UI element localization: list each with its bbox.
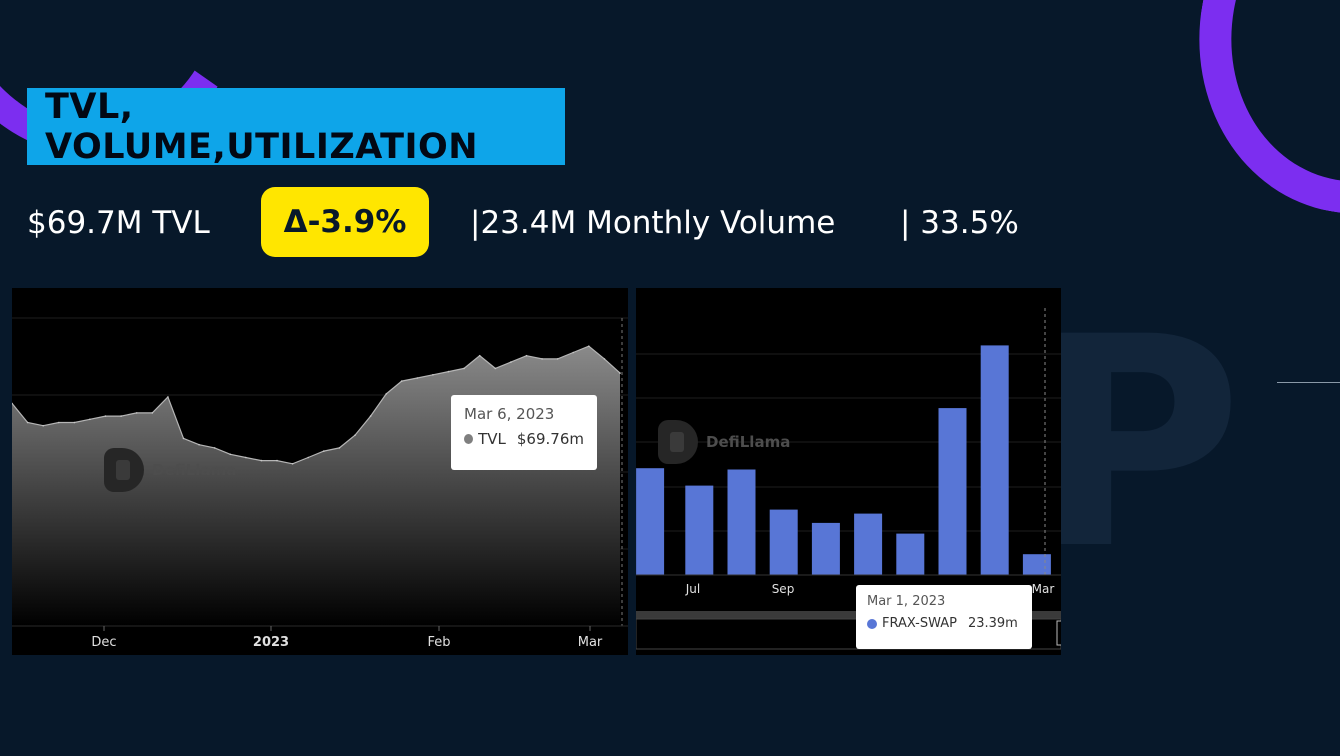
tvl-point [494, 367, 497, 370]
tvl-point [463, 367, 465, 370]
tvl-point [245, 456, 247, 459]
background-logo-letter: P [1030, 276, 1243, 613]
volume-bar [685, 485, 714, 575]
volume-tooltip: Mar 1, 2023 FRAX-SWAP 23.39m [856, 585, 1032, 649]
tvl-point [510, 361, 512, 363]
tvl-point [42, 424, 44, 427]
tvl-point [104, 415, 107, 417]
volume-bar [769, 509, 798, 575]
page-title: TVL, VOLUME,UTILIZATION [45, 86, 479, 167]
tvl-point [120, 415, 122, 417]
tooltip-series: FRAX-SWAP [882, 616, 957, 631]
tvl-point [291, 463, 294, 465]
volume-bar [636, 468, 665, 575]
tvl-point [447, 370, 450, 373]
tvl-point [198, 443, 200, 446]
tvl-point [167, 396, 169, 398]
tvl-point [619, 372, 621, 374]
tvl-point [400, 380, 403, 382]
defillama-watermark: DefiLlama [658, 420, 790, 464]
x-tick-label: Mar [578, 635, 603, 650]
tooltip-value: $69.76m [516, 430, 584, 448]
tvl-change-badge: Δ-3.9% [261, 187, 429, 257]
tooltip-date: Mar 1, 2023 [867, 594, 946, 609]
volume-bar [980, 345, 1009, 575]
x-tick-label: Jul [685, 582, 700, 596]
tvl-point [338, 447, 341, 449]
tvl-point [73, 421, 76, 424]
volume-bar [1022, 554, 1051, 575]
x-tick-label: 2023 [253, 635, 289, 650]
tvl-point [369, 415, 372, 417]
tvl-point [572, 351, 574, 354]
tvl-point [354, 434, 356, 436]
tvl-point [58, 421, 60, 424]
tvl-tooltip: Mar 6, 2023 TVL $69.76m [451, 395, 597, 470]
tvl-point [603, 358, 606, 360]
x-tick-label: Mar [1032, 582, 1055, 596]
tvl-point [260, 459, 263, 462]
tvl-point [182, 437, 185, 440]
tvl-point [385, 393, 388, 395]
decorative-line [1277, 382, 1340, 383]
frax-swap-legend-dot-icon [867, 618, 877, 629]
tvl-point [307, 456, 310, 459]
x-tick-label: Feb [427, 635, 450, 650]
volume-bar [896, 533, 925, 575]
tvl-point [89, 418, 91, 421]
tvl-point [323, 450, 325, 452]
tvl-point [416, 377, 419, 379]
tvl-point [213, 447, 216, 449]
utilization-stat: | 33.5% [900, 205, 1019, 241]
tooltip-date: Mar 6, 2023 [464, 405, 555, 423]
tvl-point [525, 354, 528, 357]
tooltip-value: 23.39m [967, 616, 1018, 631]
tvl-legend-dot-icon [464, 434, 474, 444]
volume-bar [938, 408, 967, 575]
tvl-point [151, 412, 154, 414]
watermark-text: DefiLlama [706, 433, 791, 451]
volume-bar [854, 513, 883, 575]
zoom-slider-track [636, 611, 1061, 619]
tvl-change-value: Δ-3.9% [283, 204, 407, 240]
monthly-volume-stat: |23.4M Monthly Volume [470, 205, 836, 241]
tvl-point [588, 345, 590, 347]
tvl-point [432, 374, 434, 376]
tvl-line [12, 345, 621, 465]
tvl-point [541, 358, 543, 360]
volume-chart-panel: Jul Sep Mar DefiLlama Mar 1, 2023 FRAX-SWA… [636, 288, 1061, 655]
x-tick-label: Sep [772, 582, 795, 596]
defillama-logo-icon [104, 448, 144, 492]
defillama-watermark: DefiLlama [104, 448, 236, 492]
title-banner: TVL, VOLUME,UTILIZATION [27, 86, 565, 167]
tooltip-series: TVL [478, 430, 506, 448]
decorative-arc-right [1170, 0, 1340, 240]
tvl-point [135, 412, 138, 414]
zoom-slider-handle [1056, 620, 1061, 646]
volume-bar [811, 522, 840, 575]
tvl-point [26, 421, 29, 424]
tvl-point [276, 459, 278, 462]
tvl-point [556, 358, 559, 360]
watermark-text: DefiLlama [152, 461, 237, 479]
tvl-point [12, 402, 13, 405]
volume-bar [727, 469, 756, 575]
tvl-stat: $69.7M TVL [27, 205, 210, 241]
tvl-chart-panel: Dec 2023 Feb Mar DefiLlama Mar 6, 2023 TVL … [12, 288, 628, 655]
defillama-logo-icon [658, 420, 698, 464]
tvl-point [229, 453, 232, 456]
tvl-point [478, 354, 481, 357]
x-tick-label: Dec [91, 635, 116, 650]
